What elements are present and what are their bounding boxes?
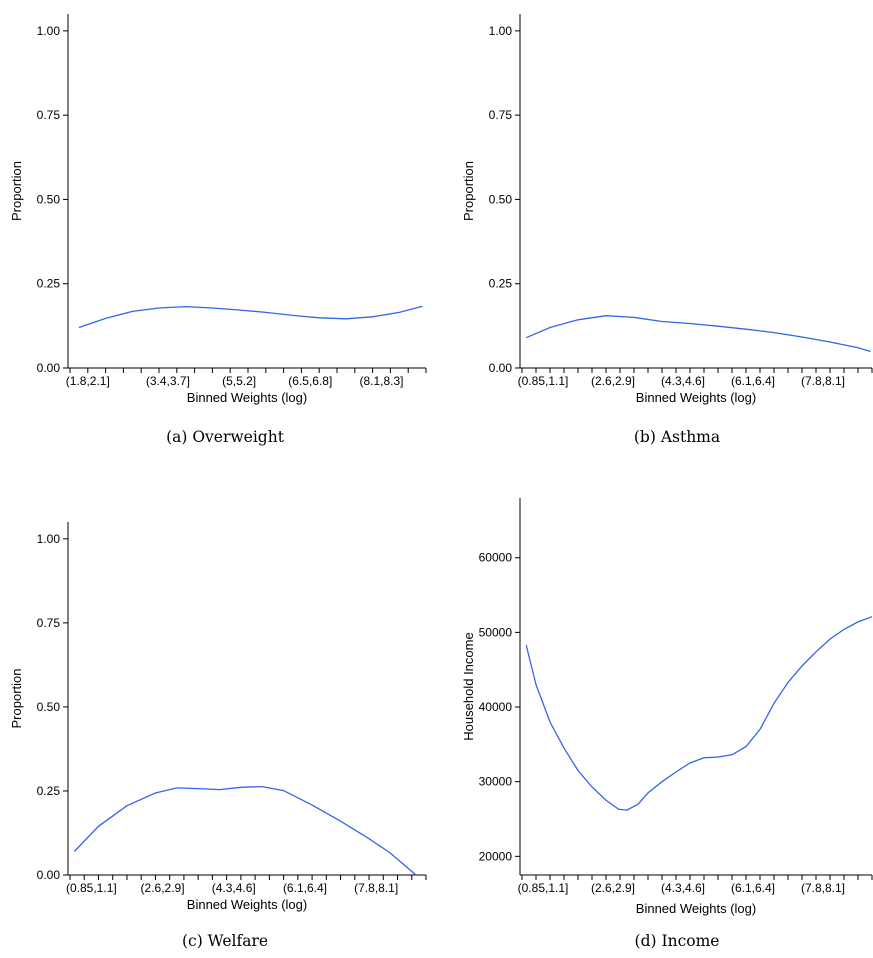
x-axis-title: Binned Weights (log) xyxy=(636,901,756,916)
x-tick-label: (0.85,1.1] xyxy=(518,881,569,895)
x-tick-label: (7.8,8.1] xyxy=(801,881,845,895)
x-tick-label: (6.1,6.4] xyxy=(731,374,775,388)
x-tick-label: (1.8,2.1] xyxy=(66,374,110,388)
x-tick-label: (8.1,8.3] xyxy=(359,374,403,388)
x-tick-label: (2.6,2.9] xyxy=(591,881,635,895)
chart-panel-3: 0.00 0.25 0.50 0.75 1.00 (0.85,1.1] (2.6,2.9] (… xyxy=(9,522,427,950)
y-tick-label: 1.00 xyxy=(489,24,513,38)
y-tick-label: 0.00 xyxy=(37,868,61,882)
panel-caption: (a) Overweight xyxy=(166,428,285,446)
x-tick-label: (0.85,1.1] xyxy=(518,374,569,388)
y-tick-label: 0.00 xyxy=(37,361,61,375)
chart-panel-4: 20000 30000 40000 50000 60000 (0.85,1.1] (2.6,… xyxy=(461,498,873,950)
y-tick-label: 0.75 xyxy=(37,108,61,122)
panel-caption: (c) Welfare xyxy=(182,932,268,950)
x-tick-label: (4.3,4.6] xyxy=(212,881,256,895)
y-tick-label: 30000 xyxy=(479,775,513,789)
y-tick-label: 0.25 xyxy=(37,277,61,291)
y-tick-label: 60000 xyxy=(479,551,513,565)
x-tick-label: (3.4,3.7] xyxy=(146,374,190,388)
x-tick-label: (4.3,4.6] xyxy=(661,881,705,895)
x-tick-label: (6.1,6.4] xyxy=(283,881,327,895)
x-tick-label: (4.3,4.6] xyxy=(661,374,705,388)
y-tick-label: 0.00 xyxy=(489,361,513,375)
y-axis-title: Proportion xyxy=(9,669,24,729)
y-tick-label: 0.75 xyxy=(489,108,513,122)
y-tick-label: 50000 xyxy=(479,625,513,639)
y-axis-title: Household Income xyxy=(461,632,476,740)
y-tick-label: 0.25 xyxy=(37,784,61,798)
x-tick-label: (6.1,6.4] xyxy=(731,881,775,895)
x-tick-label: (2.6,2.9] xyxy=(141,881,185,895)
y-axis-title: Proportion xyxy=(461,161,476,221)
series-line xyxy=(525,616,873,811)
x-tick-label: (2.6,2.9] xyxy=(591,374,635,388)
x-tick-label: (6.5,6.8] xyxy=(288,374,332,388)
y-tick-label: 0.50 xyxy=(489,192,513,206)
y-tick-label: 1.00 xyxy=(37,532,61,546)
x-axis-title: Binned Weights (log) xyxy=(187,390,307,405)
x-tick-label: (7.8,8.1] xyxy=(801,374,845,388)
chart-panel-2: 0.00 0.25 0.50 0.75 1.00 (0.85,1.1] (2.6,2.9] (… xyxy=(461,14,873,446)
y-tick-label: 20000 xyxy=(479,849,513,863)
panel-caption: (b) Asthma xyxy=(634,428,720,446)
y-tick-label: 0.25 xyxy=(489,277,513,291)
x-tick-label: (7.8,8.1] xyxy=(354,881,398,895)
series-line xyxy=(78,305,423,329)
x-tick-label: (5,5.2] xyxy=(222,374,256,388)
y-axis-title: Proportion xyxy=(9,161,24,221)
y-tick-label: 40000 xyxy=(479,700,513,714)
y-tick-label: 0.75 xyxy=(37,616,61,630)
y-tick-label: 0.50 xyxy=(37,192,61,206)
y-tick-label: 1.00 xyxy=(37,24,61,38)
series-line xyxy=(73,785,417,876)
series-line xyxy=(525,315,871,353)
x-tick-label: (0.85,1.1] xyxy=(66,881,117,895)
panel-caption: (d) Income xyxy=(635,932,720,950)
x-axis-title: Binned Weights (log) xyxy=(636,390,756,405)
y-tick-label: 0.50 xyxy=(37,700,61,714)
chart-panel-1: 0.00 0.25 0.50 0.75 1.00 (1.8,2.1] (3.4,3.7] (5… xyxy=(9,14,427,446)
x-axis-title: Binned Weights (log) xyxy=(187,897,307,912)
